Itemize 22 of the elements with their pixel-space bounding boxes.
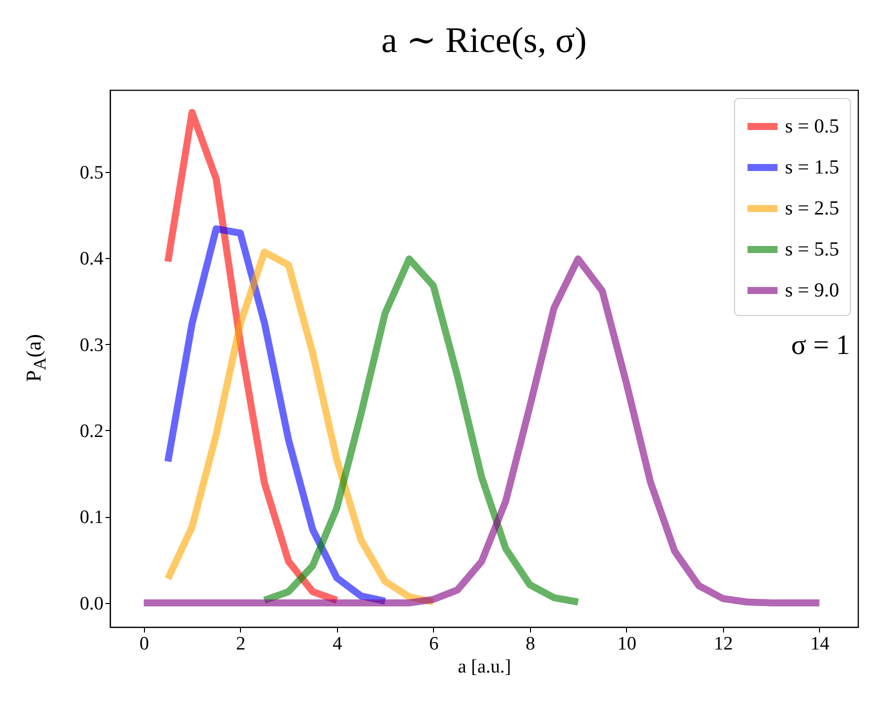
legend-label: s = 1.5 [785, 156, 840, 178]
y-tick-label: 0.5 [80, 162, 104, 184]
y-tick-label: 0.4 [80, 248, 104, 270]
y-tick-label: 0.3 [80, 334, 104, 356]
y-tick-label: 0.1 [80, 507, 104, 528]
chart-title: a ∼ Rice(s, σ) [381, 20, 587, 60]
x-tick-label: 8 [526, 634, 536, 654]
x-tick-label: 12 [714, 634, 733, 654]
legend-label: s = 0.5 [785, 116, 840, 138]
x-tick-label: 10 [617, 634, 636, 654]
x-tick-label: 4 [332, 634, 343, 654]
y-tick-label: 0.2 [80, 420, 104, 442]
x-tick-label: 0 [140, 634, 150, 654]
legend-label: s = 5.5 [785, 238, 840, 260]
x-tick-label: 2 [236, 634, 246, 654]
x-tick-label: 14 [810, 634, 830, 654]
legend-label: s = 9.0 [785, 280, 840, 302]
x-axis-title: a [a.u.] [458, 656, 512, 678]
x-tick-label: 6 [429, 634, 439, 654]
legend-label: s = 2.5 [785, 198, 840, 220]
y-tick-label: 0.0 [80, 593, 104, 614]
annotation: σ = 1 [791, 330, 850, 362]
